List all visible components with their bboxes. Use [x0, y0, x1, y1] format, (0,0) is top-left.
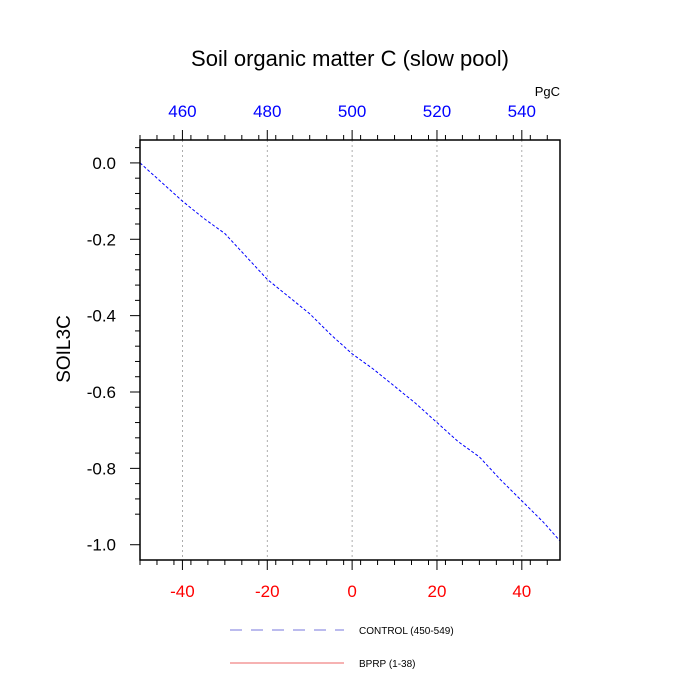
tick-labels: -40 -20 0 20 40 460 480 500 520 540 0.0 -0.2 -0.4 -0.… [87, 102, 536, 601]
bottom-tick-label: 0 [347, 582, 356, 601]
legend: CONTROL (450-549) BPRP (1-38) [230, 626, 454, 670]
top-tick-label: 520 [423, 102, 451, 121]
chart-title: Soil organic matter C (slow pool) [191, 46, 509, 71]
legend-label-control: CONTROL (450-549) [359, 626, 454, 637]
top-tick-label: 500 [338, 102, 366, 121]
grid-lines [182, 140, 523, 560]
plot-frame [139, 139, 561, 561]
y-tick-label: -0.6 [87, 383, 116, 402]
y-tick-label: -0.8 [87, 459, 116, 478]
bottom-tick-label: 20 [428, 582, 447, 601]
bottom-tick-label: 40 [512, 582, 531, 601]
top-tick-label: 460 [168, 102, 196, 121]
y-tick-label: -0.4 [87, 307, 116, 326]
y-tick-label: 0.0 [92, 154, 116, 173]
legend-label-bprp: BPRP (1-38) [359, 659, 416, 670]
bottom-tick-label: -40 [170, 582, 195, 601]
bottom-tick-label: -20 [255, 582, 280, 601]
y-tick-label: -0.2 [87, 230, 116, 249]
top-axis-unit-label: PgC [535, 84, 560, 99]
top-tick-label: 540 [508, 102, 536, 121]
y-tick-label: -1.0 [87, 536, 116, 555]
top-tick-label: 480 [253, 102, 281, 121]
series-lines [139, 162, 561, 542]
axis-ticks [130, 130, 548, 570]
series-line-control [139, 162, 561, 542]
y-axis-label: SOIL3C [54, 315, 75, 383]
